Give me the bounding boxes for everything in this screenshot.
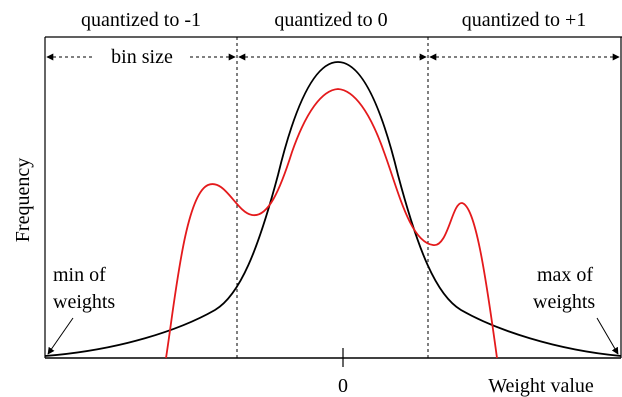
min-weights-arrow [47,317,74,355]
max-weights-arrow [596,317,619,355]
min-weights-label-line1: min of [53,264,106,286]
bin-size-label: bin size [111,46,173,68]
quantized-distribution-curve [165,88,498,359]
y-axis-label: Frequency [12,158,34,242]
bin-label-minus-one: quantized to -1 [81,9,201,31]
min-weights-label-line2: weights [53,291,115,313]
original-distribution-curve [44,61,622,357]
zero-tick-label: 0 [338,375,348,397]
bin-label-zero: quantized to 0 [274,9,387,31]
x-axis-label: Weight value [488,375,594,397]
bin-label-plus-one: quantized to +1 [462,9,587,31]
max-weights-label-line1: max of [537,264,593,286]
max-weights-label-line2: weights [533,291,595,313]
